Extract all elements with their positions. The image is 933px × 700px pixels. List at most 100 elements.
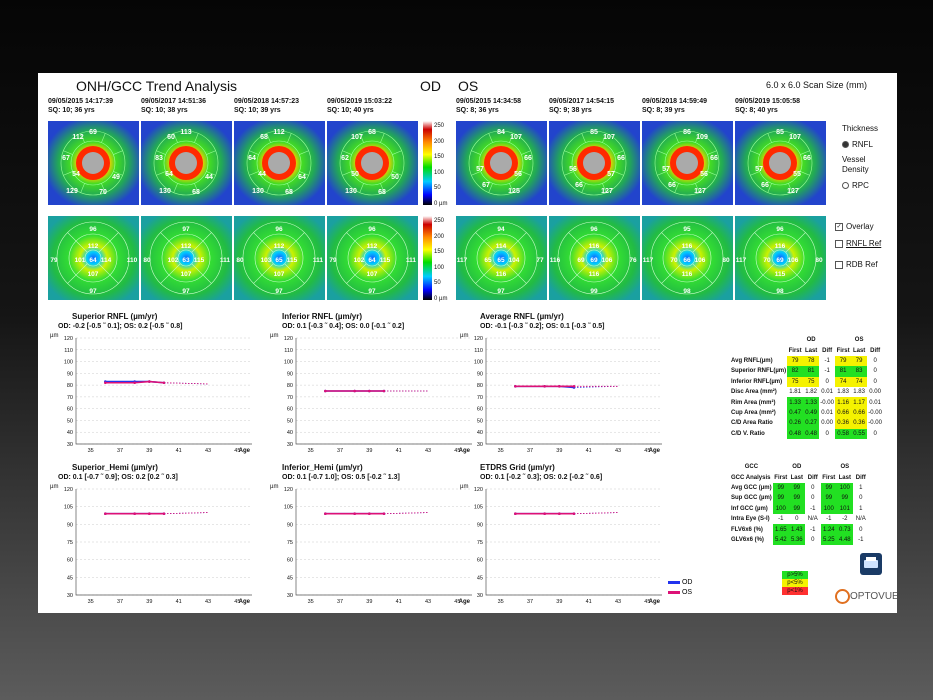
checkbox-icon [835,239,843,248]
table-cell: 99 [772,493,789,504]
rnfl-thickness-map[interactable]: 85 107 66 57 56 66 127 [549,121,640,210]
rdb-ref-checkbox[interactable]: RDB Ref [835,260,878,269]
table-cell: 100 [772,503,789,514]
rnfl-sector-value: 109 [696,134,708,141]
gcc-thickness-map[interactable]: 94 114 117 65 65 104 77 116 97 [456,216,547,305]
column-group-header: OD [806,337,816,344]
gcc-sector-value: 103 [261,257,272,264]
gcc-thickness-map[interactable]: 95 116 117 70 66 106 80 116 98 [642,216,733,305]
rnfl-thickness-map[interactable]: 84 107 66 56 57 67 125 [456,121,547,210]
gcc-sector-value: 95 [683,226,691,233]
y-tick-label: 30 [287,593,293,599]
visit-sq: SQ: 8; 40 yrs [735,107,778,114]
y-tick-label: 90 [67,522,73,528]
table-cell: 1.83 [853,389,865,396]
gcc-sector-value: 97 [497,288,505,295]
rnfl-thickness-map[interactable]: 68 107 62 50 50 130 68 [327,121,418,210]
data-point [162,512,166,516]
rnfl-thickness-map[interactable]: 113 60 83 64 44 130 68 [141,121,232,210]
overlay-checkbox[interactable]: ✓ Overlay [835,222,874,231]
table-cell: 101 [836,503,853,514]
rnfl-sector-value: 83 [155,155,163,162]
gcc-sector-value: 111 [406,257,417,264]
table-cell: 99 [788,482,805,494]
visit-header: 09/05/2015 14:34:58 SQ: 8; 36 yrs [456,97,521,115]
visit-header: 09/05/2019 15:05:58 SQ: 8; 40 yrs [735,97,800,115]
chart-title: ETDRS Grid (µm/yr) [480,463,555,472]
gcc-sector-value: 112 [274,243,285,250]
od-swatch [668,580,680,584]
rnfl-sector-value: 68 [378,189,386,196]
gcc-sector-value: 80 [815,257,823,264]
os-swatch [668,590,680,594]
gcc-thickness-map[interactable]: 96 116 117 70 69 106 80 115 98 [735,216,826,305]
table-cell: 82 [787,366,804,377]
y-axis-label: µm [270,484,278,490]
rpc-radio[interactable]: RPC [842,181,869,190]
rnfl-thickness-map[interactable]: 85 107 66 55 57 66 127 [735,121,826,210]
column-header: Diff [855,474,866,481]
gcc-sector-value: 77 [536,257,544,264]
y-tick-label: 45 [67,575,73,581]
table-cell: 0.01 [821,389,833,396]
table-cell: 0.66 [835,407,852,419]
gcc-thickness-map[interactable]: 96 116 116 69 69 106 76 116 99 [549,216,640,305]
axis [485,338,662,445]
x-tick-label: 41 [176,448,182,454]
row-label: Rim Area (mm²) [731,399,776,406]
rnfl-sector-value: 57 [662,166,670,173]
y-axis-label: µm [50,333,58,339]
x-tick-label: 35 [308,448,314,454]
rnfl-ref-label: RNFL Ref [846,239,882,248]
gcc-thickness-map[interactable]: 97 112 80 102 63 115 111 107 97 [141,216,232,305]
y-tick-label: 30 [67,593,73,599]
scale-label: 250 [434,218,445,224]
table-cell: -1 [824,357,830,364]
print-icon[interactable] [860,553,882,575]
x-tick-label: 41 [586,599,592,605]
rnfl-sector-value: 130 [345,188,357,195]
table-cell: 100 [820,503,837,514]
gcc-sector-value: 111 [313,257,324,264]
gcc-thickness-map[interactable]: 96 112 79 101 64 114 110 107 97 [48,216,139,305]
rnfl-sector-value: 68 [192,189,200,196]
y-tick-label: 30 [477,442,483,448]
gcc-thickness-map[interactable]: 96 112 80 103 65 115 111 107 97 [234,216,325,305]
table-row: Cup Area (mm²) 0.47 0.49 0.01 0.66 0.66 -0.00 [730,407,883,419]
table-cell: 0 [859,526,863,533]
y-tick-label: 40 [67,430,73,436]
y-tick-label: 30 [67,442,73,448]
gcc-sector-value: 98 [776,288,784,295]
rnfl-sector-value: 130 [159,188,171,195]
rnfl-thickness-map[interactable]: 86 109 66 56 57 66 127 [642,121,733,210]
rnfl-thickness-map[interactable]: 69 112 67 54 49 129 70 [48,121,139,210]
gcc-thickness-map[interactable]: 96 112 79 102 64 115 111 107 97 [327,216,418,305]
table-cell: 99 [788,493,805,504]
table-cell: 81 [803,366,820,377]
table-cell: 79 [787,355,804,367]
y-tick-label: 105 [284,505,293,511]
rnfl-ref-checkbox[interactable]: RNFL Ref [835,239,881,248]
gcc-table: GCC OD OS GCC Analysis First Last Diff First Las… [730,462,869,546]
rdb-ref-label: RDB Ref [846,260,878,269]
data-point [543,384,546,388]
table-cell: 0.49 [803,407,820,419]
rnfl-radio[interactable]: RNFL [842,140,873,149]
gcc-sector-value: 97 [275,288,283,295]
row-label: Avg GCC (µm) [731,484,772,491]
y-tick-label: 45 [287,575,293,581]
rnfl-thickness-map[interactable]: 112 68 64 44 64 130 68 [234,121,325,210]
table-row: C/D Area Ratio 0.26 0.27 0.00 0.36 0.36 -0.00 [730,418,883,429]
table-cell: 5.25 [820,534,837,546]
table-cell: -1 [826,516,832,523]
table-cell: 0.27 [803,418,820,429]
axis [295,338,472,445]
rnfl-sector-value: 107 [789,134,801,141]
x-axis-label: Age [649,448,661,454]
rnfl-sector-value: 55 [793,171,801,178]
x-tick-label: 37 [337,448,343,454]
table-cell: 74 [835,376,852,387]
